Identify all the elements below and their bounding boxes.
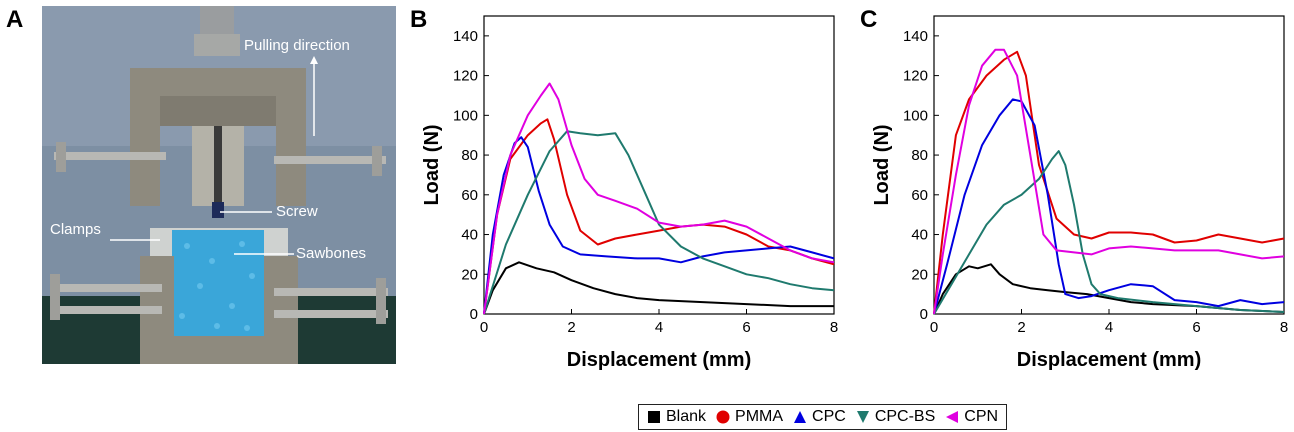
label-sawbones: Sawbones: [296, 245, 366, 262]
series-line-cpc-bs: [483, 130, 835, 315]
legend: Blank PMMA CPC CPC-BS CPN: [638, 404, 1008, 430]
triangle-up-marker-icon: [794, 411, 807, 423]
series-line-blank: [483, 261, 834, 315]
x-tick-label: 6: [1192, 319, 1200, 336]
y-tick-label: 0: [470, 306, 478, 323]
y-axis-title: Load (N): [871, 124, 893, 205]
x-tick-label: 2: [567, 319, 575, 336]
legend-item-cpc: CPC: [793, 408, 846, 426]
legend-label: Blank: [666, 408, 707, 425]
legend-label: CPN: [964, 408, 999, 425]
series-line-cpc: [933, 98, 1285, 315]
x-tick-label: 4: [655, 319, 663, 336]
panel-letter-b: B: [410, 6, 428, 33]
series-line-pmma: [933, 50, 1285, 315]
label-screw: Screw: [276, 203, 318, 220]
y-tick-label: 100: [453, 107, 478, 124]
x-tick-label: 8: [1280, 319, 1288, 336]
label-clamps: Clamps: [50, 221, 101, 238]
legend-item-pmma: PMMA: [716, 408, 783, 426]
y-tick-label: 80: [911, 147, 928, 164]
legend-item-cpc-bs: CPC-BS: [856, 408, 935, 426]
legend-label: CPC: [812, 408, 846, 425]
panel-letter-a: A: [6, 6, 24, 33]
x-tick-label: 8: [830, 319, 838, 336]
y-tick-label: 140: [903, 28, 928, 45]
test-setup-photo: Pulling direction Screw Clamps Sawbones: [42, 6, 396, 364]
y-tick-label: 20: [461, 266, 478, 283]
y-tick-label: 60: [461, 187, 478, 204]
circle-marker-icon: [716, 410, 730, 424]
panel-letter-c: C: [860, 6, 878, 33]
triangle-down-marker-icon: [856, 411, 869, 423]
x-tick-label: 0: [930, 319, 938, 336]
legend-label: PMMA: [735, 408, 784, 425]
series-line-cpc-bs: [933, 150, 1285, 315]
label-pulling-direction: Pulling direction: [244, 37, 350, 54]
series-line-cpn: [483, 82, 835, 315]
y-tick-label: 40: [461, 227, 478, 244]
y-axis-title: Load (N): [421, 124, 443, 205]
series-line-cpn: [933, 48, 1285, 315]
chart-b: 0 20 40 60 80 100 120 140 0 2 4 6 8 Displacement (mm)…: [421, 15, 838, 371]
x-tick-label: 6: [742, 319, 750, 336]
y-tick-label: 100: [903, 107, 928, 124]
series-line-blank: [933, 263, 1285, 315]
x-tick-label: 0: [480, 319, 488, 336]
y-tick-label: 40: [911, 227, 928, 244]
x-tick-label: 4: [1105, 319, 1113, 336]
square-marker-icon: [648, 411, 660, 423]
y-tick-label: 120: [453, 68, 478, 85]
x-tick-label: 2: [1017, 319, 1025, 336]
y-tick-label: 0: [920, 306, 928, 323]
legend-item-blank: Blank: [647, 408, 706, 426]
y-tick-label: 20: [911, 266, 928, 283]
legend-label: CPC-BS: [874, 408, 936, 425]
y-tick-label: 80: [461, 147, 478, 164]
y-tick-label: 60: [911, 187, 928, 204]
chart-c: 0 20 40 60 80 100 120 140 0 2 4 6 8 Displacement (mm)…: [871, 15, 1288, 371]
series-line-pmma: [483, 118, 835, 315]
y-tick-label: 120: [903, 68, 928, 85]
x-axis-title: Displacement (mm): [1017, 349, 1202, 371]
legend-item-cpn: CPN: [945, 408, 998, 426]
x-axis-title: Displacement (mm): [567, 349, 752, 371]
y-tick-label: 140: [453, 28, 478, 45]
triangle-left-marker-icon: [946, 411, 959, 423]
